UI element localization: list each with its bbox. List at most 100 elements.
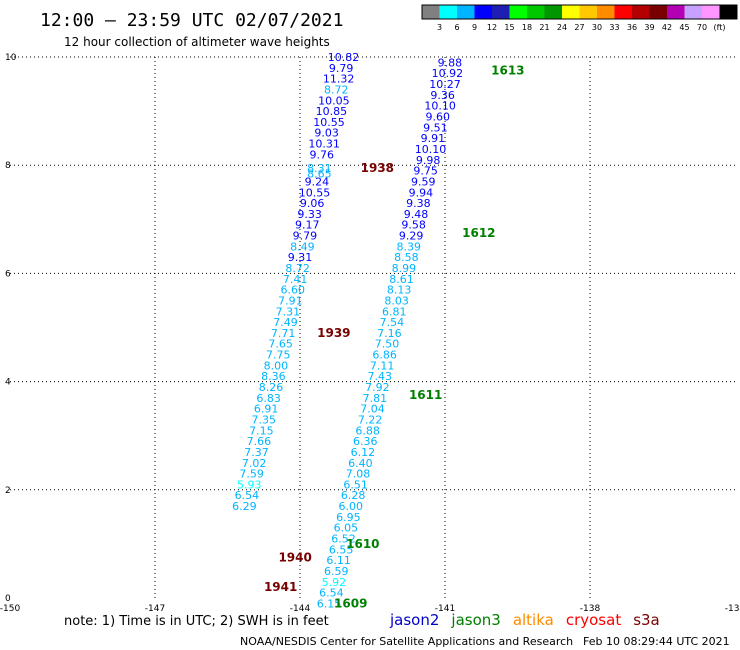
- swh-value-jason3: 8.39: [397, 240, 422, 253]
- satellite-jason3: jason3: [450, 611, 500, 629]
- swh-value-s3a: 9.33: [297, 208, 322, 221]
- scale-label: (ft): [713, 23, 725, 32]
- swh-value-jason3: 8.61: [389, 273, 414, 286]
- swh-value-jason3: 7.92: [365, 381, 390, 394]
- swh-value-jason3: 6.15: [317, 597, 342, 610]
- swh-value-jason3: 10.92: [432, 67, 464, 80]
- scale-swatch: [579, 5, 597, 19]
- swh-value-jason3: 7.11: [370, 359, 395, 372]
- swh-value-jason3: 10.10: [415, 143, 447, 156]
- y-tick-label: 4: [5, 378, 11, 388]
- swh-value-s3a: 7.41: [283, 273, 308, 286]
- swh-values: 9.8810.9210.279.3610.109.609.519.9110.10…: [232, 51, 463, 610]
- chart-subtitle: 12 hour collection of altimeter wave hei…: [64, 35, 330, 49]
- swh-value-s3a: 9.79: [293, 230, 318, 243]
- swh-value-s3a: 8.31: [307, 162, 332, 175]
- swh-value-s3a: 7.15: [249, 424, 274, 437]
- swh-value-jason3: 6.28: [341, 489, 366, 502]
- x-tick-label: -147: [145, 604, 165, 614]
- scale-swatch: [474, 5, 492, 19]
- scale-swatch: [632, 5, 650, 19]
- swh-value-s3a: 7.66: [247, 435, 272, 448]
- swh-value-jason3: 9.51: [423, 121, 448, 134]
- swh-value-jason3: 9.98: [416, 154, 441, 167]
- scale-label: 27: [574, 23, 584, 32]
- swh-value-s3a: 8.72: [324, 83, 349, 96]
- swh-value-s3a: 9.03: [314, 127, 339, 140]
- swh-value-jason3: 10.27: [429, 78, 461, 91]
- axis-ticks: -150 -147 -144 -141 -138 -135 0 2 4 6 8 10: [0, 53, 740, 614]
- swh-value-jason3: 8.58: [394, 251, 419, 264]
- chart-title: 12:00 – 23:59 UTC 02/07/2021: [40, 10, 343, 31]
- pass-label: 1612: [462, 226, 495, 240]
- x-tick-label: -138: [580, 604, 601, 614]
- pass-label: 1611: [409, 388, 442, 402]
- swh-value-s3a: 7.75: [266, 349, 291, 362]
- scale-swatch: [562, 5, 580, 19]
- swh-value-s3a: 7.31: [276, 305, 301, 318]
- swh-value-s3a: 6.83: [256, 392, 281, 405]
- swh-value-s3a: 7.49: [273, 316, 298, 329]
- swh-value-s3a: 10.82: [328, 51, 360, 64]
- footnote: note: 1) Time is in UTC; 2) SWH is in fe…: [64, 614, 329, 629]
- swh-value-jason3: 10.10: [424, 100, 456, 113]
- scale-label: 12: [487, 23, 497, 32]
- swh-value-s3a: 9.76: [310, 148, 335, 161]
- swh-value-s3a: 7.71: [271, 327, 296, 340]
- swh-value-s3a: 6.60: [281, 284, 306, 297]
- swh-value-jason3: 9.75: [413, 165, 438, 178]
- satellite-s3a: s3a: [633, 611, 660, 629]
- swh-value-s3a: 8.72: [285, 262, 310, 275]
- pass-label: 1941: [264, 580, 297, 594]
- scale-swatch: [719, 5, 737, 19]
- y-tick-label: 6: [5, 269, 11, 279]
- scale-swatch: [457, 5, 475, 19]
- swh-value-s3a: 11.32: [323, 73, 355, 86]
- swh-value-s3a: 7.02: [242, 457, 267, 470]
- y-tick-label: 8: [5, 161, 11, 171]
- scale-label: 21: [539, 23, 549, 32]
- swh-value-s3a: 10.55: [313, 116, 345, 129]
- x-tick-label: -141: [435, 604, 455, 614]
- scale-swatch: [527, 5, 545, 19]
- swh-value-jason3: 9.94: [409, 186, 434, 199]
- swh-value-jason3: 6.05: [334, 522, 359, 535]
- swh-value-jason3: 8.13: [387, 284, 412, 297]
- x-tick-label: -144: [290, 604, 311, 614]
- swh-value-jason3: 9.29: [399, 230, 424, 243]
- scale-border: [421, 4, 738, 20]
- swh-value-s3a: 6.91: [254, 403, 279, 416]
- swh-value-s3a: 6.29: [232, 500, 257, 513]
- scale-label: 42: [662, 23, 672, 32]
- swh-value-jason3: 9.36: [430, 89, 455, 102]
- swh-value-s3a: 8.36: [261, 370, 286, 383]
- scale-label: 6: [454, 23, 459, 32]
- swh-value-s3a: 8.49: [290, 240, 315, 253]
- scale-swatch: [667, 5, 685, 19]
- swh-value-s3a: 8.00: [264, 359, 289, 372]
- scale-label: 9: [472, 23, 477, 32]
- x-tick-label: -135: [725, 604, 740, 614]
- swh-value-jason3: 6.12: [351, 446, 376, 459]
- swh-value-jason3: 9.48: [404, 208, 429, 221]
- scale-swatch: [544, 5, 562, 19]
- scale-label: 30: [592, 23, 602, 32]
- swh-value-jason3: 6.59: [324, 565, 349, 578]
- swh-value-jason3: 7.04: [360, 403, 385, 416]
- swh-value-s3a: 6.54: [235, 489, 260, 502]
- scale-swatch: [649, 5, 667, 19]
- swh-value-jason3: 7.81: [363, 392, 388, 405]
- swh-value-s3a: 8.65: [307, 167, 332, 180]
- satellite-altika: altika: [513, 611, 554, 629]
- pass-label: 1613: [491, 64, 524, 78]
- swh-value-s3a: 10.31: [308, 138, 340, 151]
- swh-value-jason3: 6.81: [382, 305, 407, 318]
- swh-value-jason3: 6.86: [372, 349, 397, 362]
- scale-label: 18: [522, 23, 532, 32]
- swh-value-jason3: 6.40: [348, 457, 373, 470]
- scale-label: 36: [627, 23, 637, 32]
- timestamp-text: Feb 10 08:29:44 UTC 2021: [583, 635, 730, 648]
- swh-value-s3a: 5.93: [237, 478, 262, 491]
- swh-value-s3a: 9.79: [329, 62, 354, 75]
- swh-value-s3a: 7.35: [252, 413, 277, 426]
